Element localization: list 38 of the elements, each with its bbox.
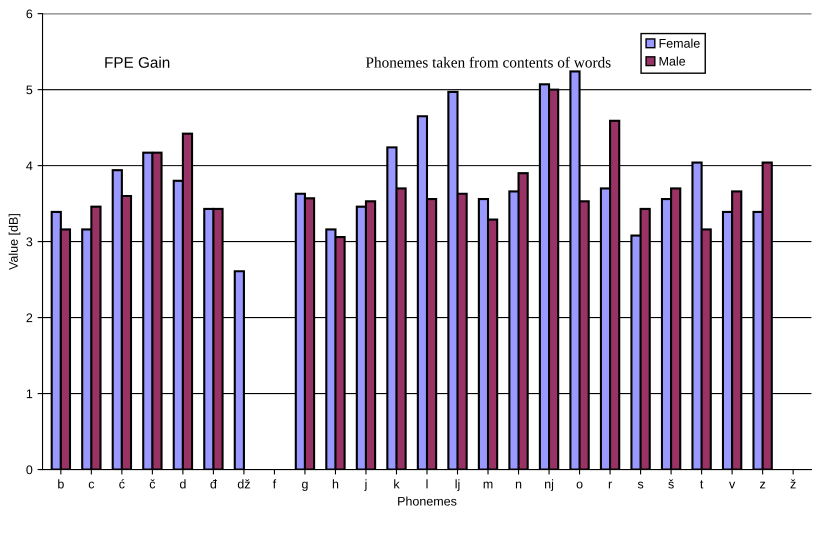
x-tick-label: g [302,482,308,491]
legend-label: Female [660,38,700,48]
x-tick-label: dž [238,479,250,488]
x-tick-label: j [364,479,367,491]
x-tick-label: lj [456,479,460,491]
y-tick-label: 0 [26,465,32,474]
x-tick-label: đ [210,479,217,488]
x-tick-label: f [272,479,276,488]
y-tick-label: 4 [26,162,32,170]
legend-label: Male [660,56,686,66]
x-tick-label: n [516,482,522,488]
y-tick-label: 6 [26,9,32,18]
x-tick-label: t [700,480,704,488]
x-tick-label: nj [545,479,554,491]
x-axis-title: Phonemes [398,496,456,506]
x-tick-label: m [484,482,492,488]
x-tick-label: v [729,482,736,488]
x-tick-label: č [150,479,156,488]
y-tick-label: 5 [26,86,32,94]
y-tick-label: 3 [26,237,32,246]
y-tick-label: 2 [26,313,32,322]
x-tick-label: ž [790,479,796,488]
x-tick-label: s [638,482,644,488]
x-tick-label: ć [119,479,125,488]
annotation: Phonemes taken from contents of words [366,56,611,68]
x-tick-label: o [576,482,583,488]
x-tick-label: k [394,479,400,488]
x-tick-label: c [88,482,94,488]
x-tick-label: š [668,479,674,488]
annotation: FPE Gain [105,56,170,68]
x-tick-label: b [58,479,64,488]
x-tick-label: z [760,482,766,488]
x-tick-label: l [426,479,428,488]
x-tick-label: h [332,479,338,488]
x-tick-label: d [180,479,186,488]
y-tick-label: 1 [26,390,32,398]
y-axis-title: Value [dB] [8,214,20,270]
x-tick-label: r [608,482,612,488]
